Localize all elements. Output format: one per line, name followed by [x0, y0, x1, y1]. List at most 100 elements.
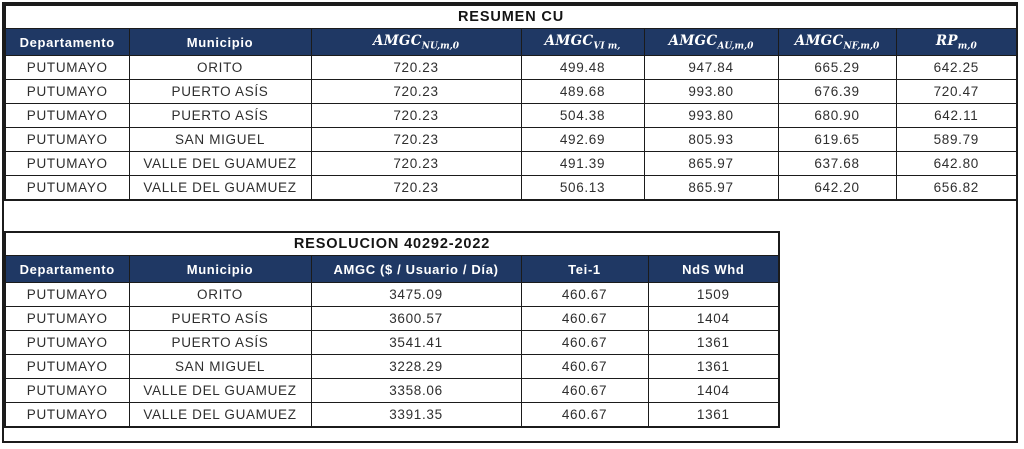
table-cell: PUTUMAYO: [4, 175, 130, 201]
table-cell: 993.80: [643, 103, 779, 128]
table-cell: 665.29: [777, 55, 897, 80]
column-header-amgc-nf: AMGCNF,m,0: [777, 28, 897, 56]
table-cell: 865.97: [643, 151, 779, 176]
table-cell: 947.84: [643, 55, 779, 80]
table-cell: 619.65: [777, 127, 897, 152]
table-cell: 504.38: [520, 103, 645, 128]
table-cell: 865.97: [643, 175, 779, 201]
table-cell: 720.23: [310, 79, 522, 104]
column-header-amgc-nu: AMGCNU,m,0: [310, 28, 522, 56]
column-header-nds-whd: NdS Whd: [647, 255, 780, 283]
table-cell: PUTUMAYO: [4, 330, 130, 355]
table-cell: 1404: [647, 378, 780, 403]
table-cell: 720.23: [310, 175, 522, 201]
table-title-row: RESUMEN CU: [4, 4, 1018, 29]
table-cell: ORITO: [128, 282, 312, 307]
table-cell: 3541.41: [310, 330, 522, 355]
column-header-municipio: Municipio: [128, 28, 312, 56]
table-cell: PUERTO ASÍS: [128, 79, 312, 104]
table-cell: 642.25: [895, 55, 1018, 80]
table-cell: 492.69: [520, 127, 645, 152]
table-cell: VALLE DEL GUAMUEZ: [128, 378, 312, 403]
column-header-departamento: Departamento: [4, 28, 130, 56]
table-row: PUTUMAYO VALLE DEL GUAMUEZ 720.23 506.13…: [4, 175, 1018, 201]
table-row: PUTUMAYO VALLE DEL GUAMUEZ 3391.35 460.6…: [4, 402, 780, 428]
table-cell: PUTUMAYO: [4, 402, 130, 428]
table-cell: PUTUMAYO: [4, 354, 130, 379]
table-cell: PUTUMAYO: [4, 103, 130, 128]
table-cell: VALLE DEL GUAMUEZ: [128, 175, 312, 201]
table-cell: PUTUMAYO: [4, 79, 130, 104]
table-row: PUTUMAYO PUERTO ASÍS 3541.41 460.67 1361: [4, 330, 780, 355]
table-cell: 637.68: [777, 151, 897, 176]
table-cell: 642.11: [895, 103, 1018, 128]
table-cell: PUERTO ASÍS: [128, 103, 312, 128]
table-cell: PUTUMAYO: [4, 306, 130, 331]
table-row: PUTUMAYO SAN MIGUEL 720.23 492.69 805.93…: [4, 127, 1018, 152]
table-cell: PUTUMAYO: [4, 127, 130, 152]
table-cell: 1361: [647, 354, 780, 379]
column-header-amgc-au: AMGCAU,m,0: [643, 28, 779, 56]
table-row: PUTUMAYO VALLE DEL GUAMUEZ 3358.06 460.6…: [4, 378, 780, 403]
table-cell: 656.82: [895, 175, 1018, 201]
table-cell: 589.79: [895, 127, 1018, 152]
table-cell: 642.20: [777, 175, 897, 201]
table-cell: 720.23: [310, 103, 522, 128]
table-cell: ORITO: [128, 55, 312, 80]
column-header-municipio: Municipio: [128, 255, 312, 283]
table-cell: 3391.35: [310, 402, 522, 428]
column-header-departamento: Departamento: [4, 255, 130, 283]
table-row: PUTUMAYO VALLE DEL GUAMUEZ 720.23 491.39…: [4, 151, 1018, 176]
table-cell: 499.48: [520, 55, 645, 80]
table-cell: PUERTO ASÍS: [128, 306, 312, 331]
table-cell: 460.67: [520, 402, 649, 428]
table-cell: 489.68: [520, 79, 645, 104]
table-cell: 1404: [647, 306, 780, 331]
table-title-row: RESOLUCION 40292-2022: [4, 231, 780, 256]
column-header-tei-1: Tei-1: [520, 255, 649, 283]
table-cell: PUTUMAYO: [4, 55, 130, 80]
table-row: PUTUMAYO PUERTO ASÍS 3600.57 460.67 1404: [4, 306, 780, 331]
table-cell: 3228.29: [310, 354, 522, 379]
table-cell: 460.67: [520, 354, 649, 379]
table-cell: 3600.57: [310, 306, 522, 331]
table-cell: 460.67: [520, 378, 649, 403]
table-row: PUTUMAYO ORITO 720.23 499.48 947.84 665.…: [4, 55, 1018, 80]
table-cell: SAN MIGUEL: [128, 127, 312, 152]
table-cell: 1509: [647, 282, 780, 307]
resolucion-table: RESOLUCION 40292-2022 Departamento Munic…: [4, 231, 781, 428]
table-cell: 680.90: [777, 103, 897, 128]
table-title: RESUMEN CU: [4, 4, 1018, 29]
table-row: PUTUMAYO PUERTO ASÍS 720.23 489.68 993.8…: [4, 79, 1018, 104]
table-cell: SAN MIGUEL: [128, 354, 312, 379]
column-header-amgc-vi: AMGCVI m,: [520, 28, 645, 56]
table-header-row: Departamento Municipio AMGCNU,m,0 AMGCVI…: [4, 28, 1018, 56]
table-cell: 491.39: [520, 151, 645, 176]
table-cell: 993.80: [643, 79, 779, 104]
table-cell: PUTUMAYO: [4, 378, 130, 403]
table-cell: 720.23: [310, 151, 522, 176]
resumen-cu-table: RESUMEN CU Departamento Municipio AMGCNU…: [4, 4, 1019, 201]
table-cell: 1361: [647, 330, 780, 355]
table-cell: 460.67: [520, 306, 649, 331]
table-cell: PUERTO ASÍS: [128, 330, 312, 355]
table-cell: 720.47: [895, 79, 1018, 104]
table-title: RESOLUCION 40292-2022: [4, 231, 780, 256]
table-cell: 506.13: [520, 175, 645, 201]
table-cell: VALLE DEL GUAMUEZ: [128, 402, 312, 428]
table-header-row: Departamento Municipio AMGC ($ / Usuario…: [4, 255, 780, 283]
table-cell: 676.39: [777, 79, 897, 104]
table-cell: 1361: [647, 402, 780, 428]
column-header-rp: RPm,0: [895, 28, 1018, 56]
table-row: PUTUMAYO ORITO 3475.09 460.67 1509: [4, 282, 780, 307]
table-cell: 720.23: [310, 55, 522, 80]
table-cell: PUTUMAYO: [4, 151, 130, 176]
table-cell: 805.93: [643, 127, 779, 152]
table-cell: 460.67: [520, 330, 649, 355]
table-row: PUTUMAYO SAN MIGUEL 3228.29 460.67 1361: [4, 354, 780, 379]
table-cell: 460.67: [520, 282, 649, 307]
table-cell: PUTUMAYO: [4, 282, 130, 307]
table-cell: 3358.06: [310, 378, 522, 403]
table-row: PUTUMAYO PUERTO ASÍS 720.23 504.38 993.8…: [4, 103, 1018, 128]
